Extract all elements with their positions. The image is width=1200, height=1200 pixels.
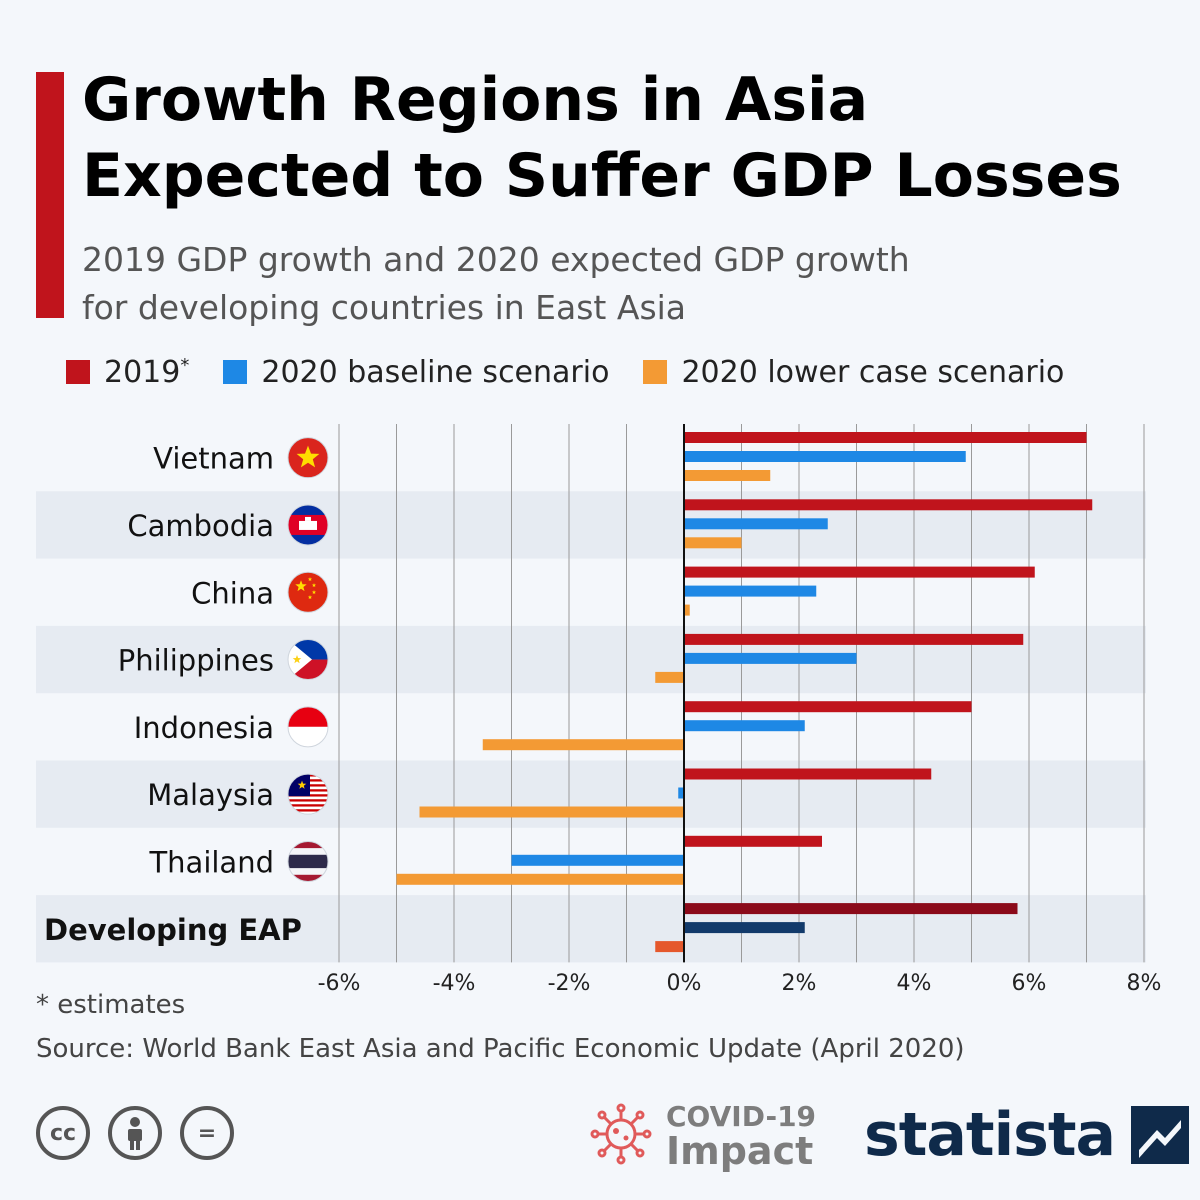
legend-item-2019: 2019* (66, 355, 189, 390)
person-icon (128, 1117, 142, 1150)
category-label: Malaysia (147, 778, 274, 812)
statista-wordmark: statista (864, 1100, 1116, 1170)
bar-philippines-series-2 (684, 652, 857, 664)
bar-malaysia-series-3 (419, 806, 684, 818)
legend-item-baseline: 2020 baseline scenario (223, 355, 609, 390)
bar-cambodia-series-1 (684, 499, 1093, 511)
category-label: Cambodia (127, 509, 274, 543)
bar-developing-eap-series-1 (684, 903, 1018, 915)
thailand-flag-icon (287, 840, 329, 882)
title-line-2: Expected to Suffer GDP Losses (82, 141, 1122, 211)
virus-icon (590, 1103, 652, 1165)
source-note: Source: World Bank East Asia and Pacific… (36, 1034, 965, 1064)
legend-swatch-2019 (66, 360, 90, 384)
subtitle-line-1: 2019 GDP growth and 2020 expected GDP gr… (82, 240, 910, 279)
cambodia-flag-icon (287, 504, 329, 546)
x-tick-label: 2% (782, 971, 817, 996)
category-label: Developing EAP (44, 913, 302, 947)
attribution-icon[interactable] (108, 1106, 162, 1160)
indonesia-flag-icon (287, 706, 329, 748)
chart-legend: 2019* 2020 baseline scenario 2020 lower … (66, 352, 1098, 392)
legend-item-lower-case: 2020 lower case scenario (643, 355, 1064, 390)
x-tick-label: 8% (1127, 971, 1162, 996)
legend-label-2019: 2019* (104, 354, 190, 390)
title-accent-bar (36, 72, 64, 318)
x-tick-label: -4% (433, 971, 476, 996)
x-tick-label: -2% (548, 971, 591, 996)
legend-swatch-lower-case (643, 360, 668, 384)
bar-thailand-series-1 (684, 835, 822, 847)
bar-chart: -6% -4% -2% 0% 2% 4% 6% 8% Vietnam Cambodia China P… (36, 424, 1162, 996)
category-label: Philippines (118, 644, 274, 678)
bar-malaysia-series-2 (678, 787, 684, 799)
covid-impact-text: COVID-19 Impact (666, 1100, 817, 1173)
x-tick-label: 6% (1012, 971, 1047, 996)
chart-title: Growth Regions in Asia Expected to Suffe… (82, 62, 1182, 214)
vietnam-flag-icon (287, 437, 329, 479)
title-line-1: Growth Regions in Asia (82, 65, 869, 135)
statista-logo[interactable]: statista (864, 1100, 1190, 1170)
x-tick-label: 0% (667, 971, 702, 996)
bar-malaysia-series-1 (684, 768, 932, 780)
bar-cambodia-series-3 (684, 537, 742, 549)
bar-indonesia-series-3 (482, 739, 684, 751)
bar-vietnam-series-1 (684, 432, 1087, 443)
subtitle-line-2: for developing countries in East Asia (82, 288, 687, 327)
x-tick-label: -6% (318, 971, 361, 996)
bar-cambodia-series-2 (684, 518, 828, 530)
china-flag-icon (287, 571, 329, 613)
legend-label-lower-case: 2020 lower case scenario (681, 354, 1065, 390)
statista-mark-icon (1131, 1106, 1190, 1164)
bar-vietnam-series-3 (684, 470, 771, 481)
bar-indonesia-series-1 (684, 701, 972, 713)
bar-developing-eap-series-2 (684, 922, 805, 934)
license-icons: cc = (36, 1106, 252, 1160)
no-derivatives-icon[interactable]: = (180, 1106, 234, 1160)
legend-label-baseline: 2020 baseline scenario (261, 354, 610, 390)
category-label: Vietnam (153, 442, 274, 476)
bar-vietnam-series-2 (684, 451, 966, 462)
covid-impact-badge: COVID-19 Impact (590, 1100, 817, 1173)
bar-indonesia-series-2 (684, 720, 805, 732)
category-label: Indonesia (134, 711, 274, 745)
chart-subtitle: 2019 GDP growth and 2020 expected GDP gr… (82, 236, 1162, 332)
bar-developing-eap-series-3 (655, 941, 684, 953)
category-label: Thailand (148, 845, 274, 879)
cc-icon[interactable]: cc (36, 1106, 90, 1160)
bar-philippines-series-1 (684, 633, 1024, 645)
bar-china-series-1 (684, 566, 1035, 578)
footnote: * estimates (36, 990, 186, 1020)
malaysia-flag-icon (287, 773, 329, 815)
category-label: China (191, 576, 274, 610)
bar-thailand-series-2 (511, 854, 684, 866)
x-tick-label: 4% (897, 971, 932, 996)
bar-thailand-series-3 (396, 873, 684, 885)
bar-china-series-2 (684, 585, 817, 597)
legend-swatch-baseline (223, 360, 248, 384)
philippines-flag-icon (287, 639, 329, 681)
bar-china-series-3 (684, 604, 690, 616)
bar-philippines-series-3 (655, 671, 684, 683)
